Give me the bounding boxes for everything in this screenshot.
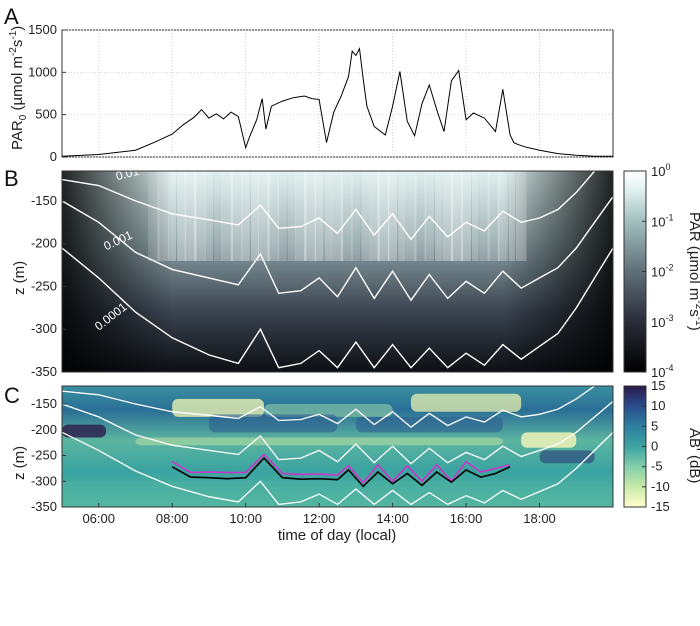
panel-a-y-ticks: 0 500 1000 1500 bbox=[28, 22, 66, 164]
panel-a-series bbox=[62, 46, 613, 157]
panel-b-colorbar-tick-label: 10-1 bbox=[651, 212, 673, 229]
panel-c-series-line bbox=[171, 453, 511, 485]
panel-b-colorbar-tick-label: 10-3 bbox=[651, 313, 673, 330]
panel-a-axes-box bbox=[61, 29, 614, 158]
panel-b-y-tick-label: -350 bbox=[31, 364, 57, 379]
panel-c-series bbox=[171, 453, 511, 488]
panel-c-patch bbox=[355, 416, 503, 433]
panel-c-axes-box bbox=[61, 385, 614, 508]
panel-c-contours bbox=[62, 386, 613, 506]
panel-b-y-tick-label: -300 bbox=[31, 321, 57, 336]
panel-c-colorbar-tick-label: 10 bbox=[651, 398, 665, 413]
panel-c-y-ticks: -150 -200 -250 -300 -350 bbox=[31, 396, 66, 514]
panel-b-y-tick-label: -200 bbox=[31, 236, 57, 251]
x-axis-ticks: 06:00 08:00 10:00 12:00 14:00 16:00 18:00 bbox=[82, 503, 556, 526]
panel-a-par-line bbox=[62, 46, 613, 157]
panel-c-contour-line bbox=[62, 386, 595, 429]
panel-b-colorbar-label: PAR (µmol m-2s-1) bbox=[686, 212, 700, 331]
panel-a-y-tick-label: 1000 bbox=[28, 64, 57, 79]
panel-a-y-tick-label: 0 bbox=[50, 149, 57, 164]
panel-letter-c: C bbox=[4, 383, 20, 408]
panel-c-colorbar-tick-label: -5 bbox=[651, 459, 663, 474]
panel-letter-b: B bbox=[4, 166, 19, 191]
panel-a-y-tick-label: 1500 bbox=[28, 22, 57, 37]
panel-b-y-ticks: -150 -200 -250 -300 -350 bbox=[31, 193, 66, 379]
panel-c-contour-line bbox=[62, 431, 613, 506]
panel-c-y-tick-label: -150 bbox=[31, 396, 57, 411]
x-axis-tick-label: 18:00 bbox=[523, 511, 556, 526]
panel-letter-a: A bbox=[4, 4, 19, 29]
panel-c-patch bbox=[521, 432, 577, 448]
panel-c-y-tick-label: -300 bbox=[31, 473, 57, 488]
panel-b-colorbar-tick-label: 10-4 bbox=[651, 363, 673, 380]
panel-a-line-chart: 0 500 1000 1500 PAR0 (µmol m-2s-1) bbox=[8, 22, 614, 164]
panel-c-patch bbox=[62, 481, 613, 507]
panel-c-y-tick-label: -200 bbox=[31, 422, 57, 437]
panel-c-colorbar-tick-label: 15 bbox=[651, 378, 665, 393]
panel-b-colorbar-tick-label: 100 bbox=[651, 162, 670, 179]
panel-b-contour-line bbox=[62, 247, 613, 369]
panel-c-patch bbox=[62, 424, 107, 438]
panel-a-y-label: PAR0 (µmol m-2s-1) bbox=[8, 26, 29, 150]
panel-c-backscatter-patches bbox=[62, 393, 613, 507]
panel-b-y-tick-label: -150 bbox=[31, 193, 57, 208]
panel-c-contour-line bbox=[62, 400, 613, 465]
panel-c-colorbar-ticks: 15 10 5 0 -5 -10 -15 bbox=[642, 378, 670, 514]
x-axis-tick-label: 14:00 bbox=[376, 511, 409, 526]
panel-c-heatmap: -150 -200 -250 -300 -350 z (m) 15 10 5 0 -5 -10 -1… bbox=[11, 378, 700, 544]
x-axis-label: time of day (local) bbox=[278, 527, 396, 544]
x-axis-tick-label: 16:00 bbox=[450, 511, 483, 526]
panel-c-patch bbox=[539, 450, 595, 464]
panel-c-patch bbox=[410, 393, 522, 412]
x-axis-tick-label: 10:00 bbox=[229, 511, 262, 526]
panel-c-y-tick-label: -350 bbox=[31, 499, 57, 514]
panel-b-colorbar-ticks: 100 10-1 10-2 10-3 10-4 bbox=[642, 162, 673, 380]
panel-a-grid bbox=[62, 29, 613, 158]
panel-b-colorbar-tick-label: 10-2 bbox=[651, 263, 673, 280]
panel-b-contours bbox=[62, 171, 613, 369]
panel-b-contour-label: 0.01 bbox=[114, 164, 140, 184]
x-axis-tick-label: 08:00 bbox=[156, 511, 189, 526]
panel-c-series-line bbox=[171, 456, 511, 488]
x-axis-tick-label: 12:00 bbox=[303, 511, 336, 526]
panel-c-colorbar-tick-label: 5 bbox=[651, 418, 658, 433]
panel-c-patch bbox=[172, 398, 265, 417]
panel-c-colorbar-tick-label: -15 bbox=[651, 499, 670, 514]
panel-a-y-tick-label: 500 bbox=[35, 107, 57, 122]
panel-b-y-tick-label: -250 bbox=[31, 278, 57, 293]
panel-c-patch bbox=[135, 437, 503, 446]
panel-b-contour-line bbox=[62, 171, 596, 241]
panel-c-colorbar-label: AB' (dB) bbox=[686, 428, 700, 483]
panel-b-contour-line bbox=[62, 196, 613, 302]
panel-c-colorbar-tick-label: -10 bbox=[651, 479, 670, 494]
panel-c-colorbar-tick-label: 0 bbox=[651, 439, 658, 454]
panel-c-y-tick-label: -250 bbox=[31, 448, 57, 463]
panel-b-axes-box bbox=[61, 170, 614, 373]
panel-b-y-label: z (m) bbox=[11, 261, 28, 295]
x-axis-tick-label: 06:00 bbox=[82, 511, 115, 526]
panel-c-y-label: z (m) bbox=[11, 446, 28, 480]
panel-b-dark-edges bbox=[62, 171, 613, 372]
